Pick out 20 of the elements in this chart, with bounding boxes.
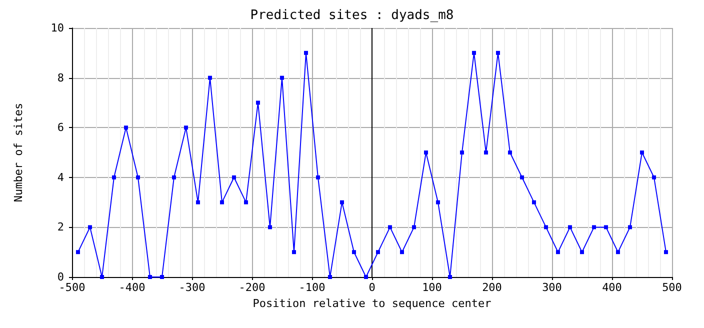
y-tick-label: 10 (50, 22, 64, 34)
x-tick-label: 0 (368, 281, 376, 294)
x-axis-title: Position relative to sequence center (252, 296, 492, 310)
y-tick-label: 4 (57, 170, 64, 184)
chart-title: Predicted sites : dyads_m8 (250, 8, 454, 23)
y-axis-title: Number of sites (12, 102, 25, 202)
x-tick-label: -500 (58, 281, 86, 294)
y-tick-label: 0 (57, 270, 64, 284)
x-tick-label: 100 (422, 281, 442, 294)
y-tick-label: 8 (57, 71, 64, 84)
x-tick-label: 200 (482, 281, 502, 294)
x-tick-label: -300 (178, 281, 206, 294)
x-tick-label: -100 (298, 281, 326, 294)
y-tick-label: 6 (57, 121, 64, 134)
x-tick-label: -200 (238, 281, 266, 294)
x-tick-label: 300 (542, 281, 562, 294)
x-tick-label: 500 (662, 281, 682, 294)
y-tick-label: 2 (57, 220, 64, 234)
x-tick-label: -400 (118, 281, 146, 294)
x-tick-label: 400 (602, 281, 622, 294)
